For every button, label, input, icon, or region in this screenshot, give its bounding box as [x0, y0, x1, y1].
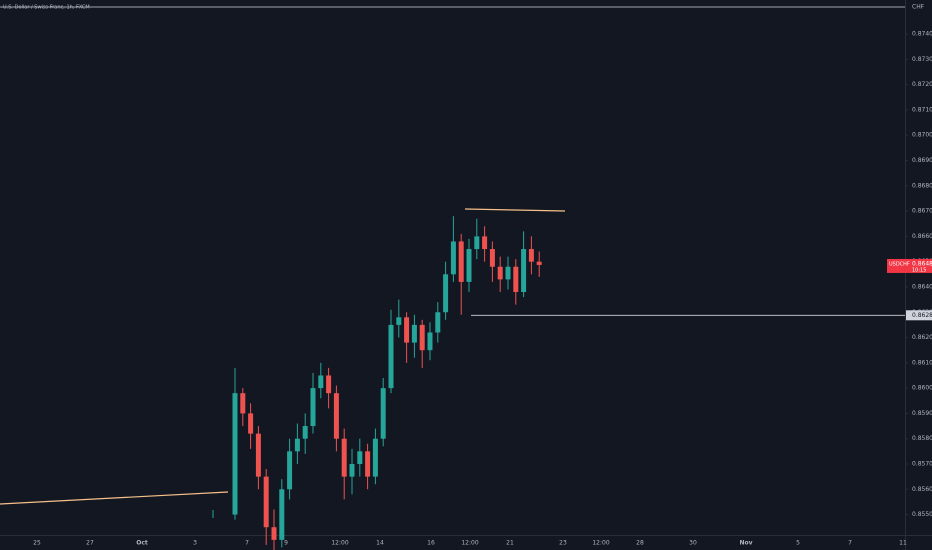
candle-body	[474, 236, 480, 250]
symbol-label: USDCHF	[889, 261, 910, 267]
candle-body	[411, 324, 417, 343]
x-tick-label: 12:00	[331, 540, 348, 547]
candle-body	[333, 393, 339, 439]
candle-body	[326, 375, 332, 394]
x-tick-label: 3	[193, 540, 197, 547]
x-tick-label: 28	[636, 540, 644, 547]
candle-body	[450, 241, 456, 275]
last-price-label: 0.86487	[912, 260, 932, 267]
candle-body	[294, 438, 300, 452]
level-price-box	[906, 310, 932, 321]
x-tick-label: 23	[559, 540, 567, 547]
x-tick-label: 27	[86, 540, 94, 547]
candle-body	[318, 375, 324, 389]
x-tick-label: 16	[427, 540, 435, 547]
candle-body	[458, 241, 464, 282]
chart-title: U.S. Dollar / Swiss Franc, 1h, FXCM	[3, 5, 90, 11]
candle-body	[497, 266, 503, 280]
candle-body	[466, 249, 472, 282]
candle-body	[489, 249, 495, 267]
x-tick-label: 5	[796, 540, 800, 547]
x-tick-label: 9	[284, 540, 288, 547]
candle-body	[427, 332, 433, 351]
candle-body	[536, 261, 542, 265]
x-tick-label: Oct	[136, 540, 148, 547]
x-tick-label: Nov	[739, 540, 752, 547]
candle-body	[521, 249, 527, 293]
candle-body	[263, 476, 269, 528]
candle-body	[505, 266, 511, 280]
trend-line	[0, 491, 229, 505]
candle-body	[279, 489, 285, 540]
resistance-line	[464, 208, 566, 212]
x-tick-label: 25	[33, 540, 41, 547]
candle-body	[404, 317, 410, 343]
candle-body	[349, 463, 355, 477]
candle-body	[232, 393, 238, 515]
x-tick-label: 7	[245, 540, 249, 547]
candle-body	[396, 317, 402, 325]
x-tick-label: 14	[376, 540, 384, 547]
candle-body	[357, 451, 363, 464]
candle-body	[513, 266, 519, 293]
candle-body	[528, 249, 534, 262]
candle-body	[388, 324, 394, 389]
candle-body	[380, 388, 386, 439]
x-tick-label: 12:00	[592, 540, 609, 547]
x-tick-label: 11	[899, 540, 907, 547]
currency-label: CHF	[912, 4, 925, 11]
last-price-box	[887, 258, 932, 273]
candle-body	[255, 433, 261, 477]
candle-body	[443, 274, 449, 313]
candle-body	[302, 426, 308, 439]
candle-body	[482, 236, 488, 250]
candle-body	[240, 393, 246, 414]
candle-body	[365, 451, 371, 477]
candle-body	[372, 438, 378, 477]
candle-body	[341, 438, 347, 477]
candle-body	[310, 388, 316, 427]
x-tick-label: 12:00	[461, 540, 478, 547]
x-tick-label: 21	[506, 540, 514, 547]
candle-body	[271, 527, 277, 540]
countdown-label: 10:15	[912, 267, 926, 273]
level-price-label: 0.86288	[912, 312, 932, 319]
candle-body	[248, 413, 254, 434]
candle-body	[287, 451, 293, 490]
candle-body	[435, 312, 441, 333]
x-tick-label: 7	[848, 540, 852, 547]
candle-body	[419, 324, 425, 351]
y-tick-label: 0.85500	[912, 511, 932, 518]
x-tick-label: 30	[689, 540, 697, 547]
